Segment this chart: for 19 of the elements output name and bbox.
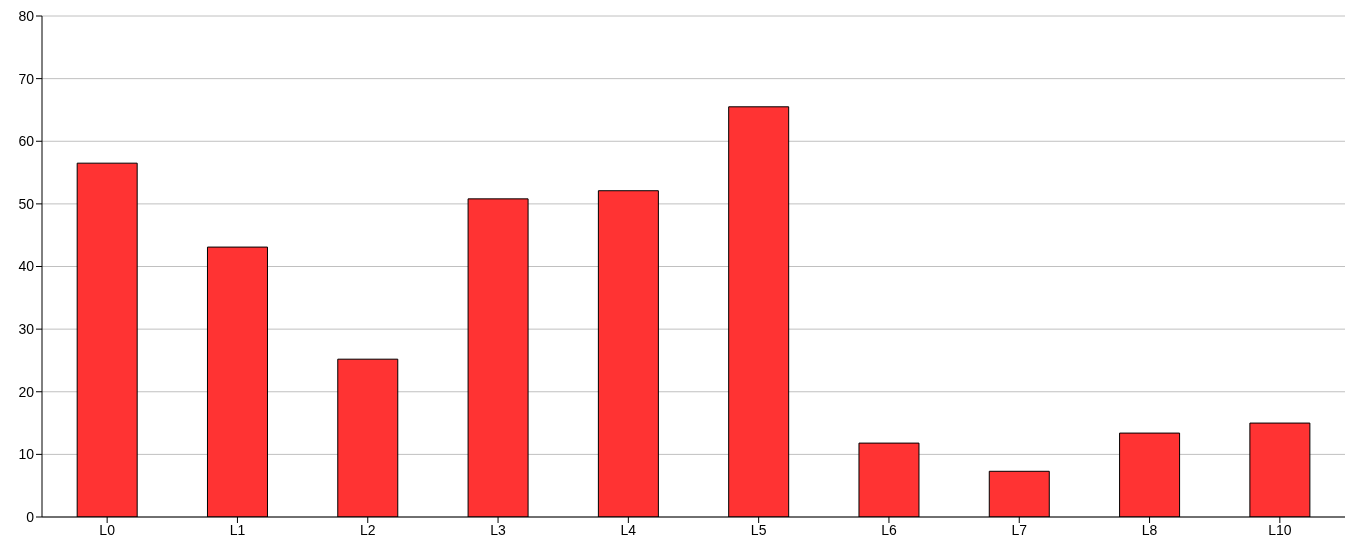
y-tick-label: 0 — [26, 508, 35, 525]
y-tick-label: 80 — [18, 7, 35, 24]
y-tick-label: 40 — [18, 258, 35, 275]
x-tick-label: L1 — [229, 521, 246, 538]
x-tick-label: L2 — [359, 521, 376, 538]
x-tick-label: L7 — [1011, 521, 1028, 538]
x-tick-label: L10 — [1268, 521, 1292, 538]
x-tick-label: L0 — [99, 521, 116, 538]
y-tick-label: 30 — [18, 321, 35, 338]
x-tick-label: L8 — [1141, 521, 1158, 538]
y-tick-label: 10 — [18, 446, 35, 463]
y-tick-label: 60 — [18, 133, 35, 150]
x-tick-label: L4 — [620, 521, 637, 538]
x-tick-label: L6 — [881, 521, 897, 538]
y-tick-label: 70 — [18, 70, 35, 87]
y-tick-label: 50 — [18, 195, 35, 212]
x-tick-label: L3 — [490, 521, 507, 538]
y-tick-label: 20 — [18, 383, 35, 400]
x-tick-label: L5 — [750, 521, 767, 538]
